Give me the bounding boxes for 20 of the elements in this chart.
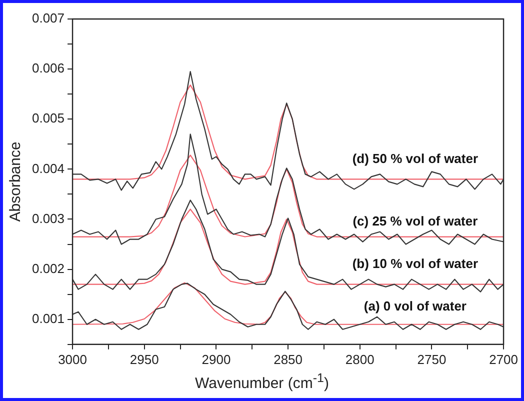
x-tick-label: 2950 [130,352,159,367]
y-tick-label: 0.007 [32,10,65,26]
x-tick-label: 2900 [202,352,231,367]
x-tick-label: 3000 [58,352,87,367]
y-tick-label: 0.005 [32,110,65,126]
x-tick-label: 2700 [489,352,518,367]
x-tick-label: 2750 [417,352,446,367]
x-tick-label: 2800 [345,352,374,367]
series-label: (a) 0 vol of water [364,298,466,314]
series-label: (b) 10 % vol of water [352,256,478,271]
y-axis-title: Absorbance [7,142,24,222]
x-axis-title: Wavenumber (cm$^{-1}$) [194,371,330,392]
y-tick-label: 0.006 [32,60,65,76]
y-tick-label: 0.003 [32,210,65,226]
y-tick-label: 0.001 [32,310,65,326]
series-label: (d) 50 % vol of water [352,150,478,166]
y-tick-label: 0.004 [32,160,65,176]
series-label: (c) 25 % vol of water [352,213,478,228]
y-tick-label: 0.002 [32,260,65,276]
x-tick-label: 2850 [274,352,302,367]
